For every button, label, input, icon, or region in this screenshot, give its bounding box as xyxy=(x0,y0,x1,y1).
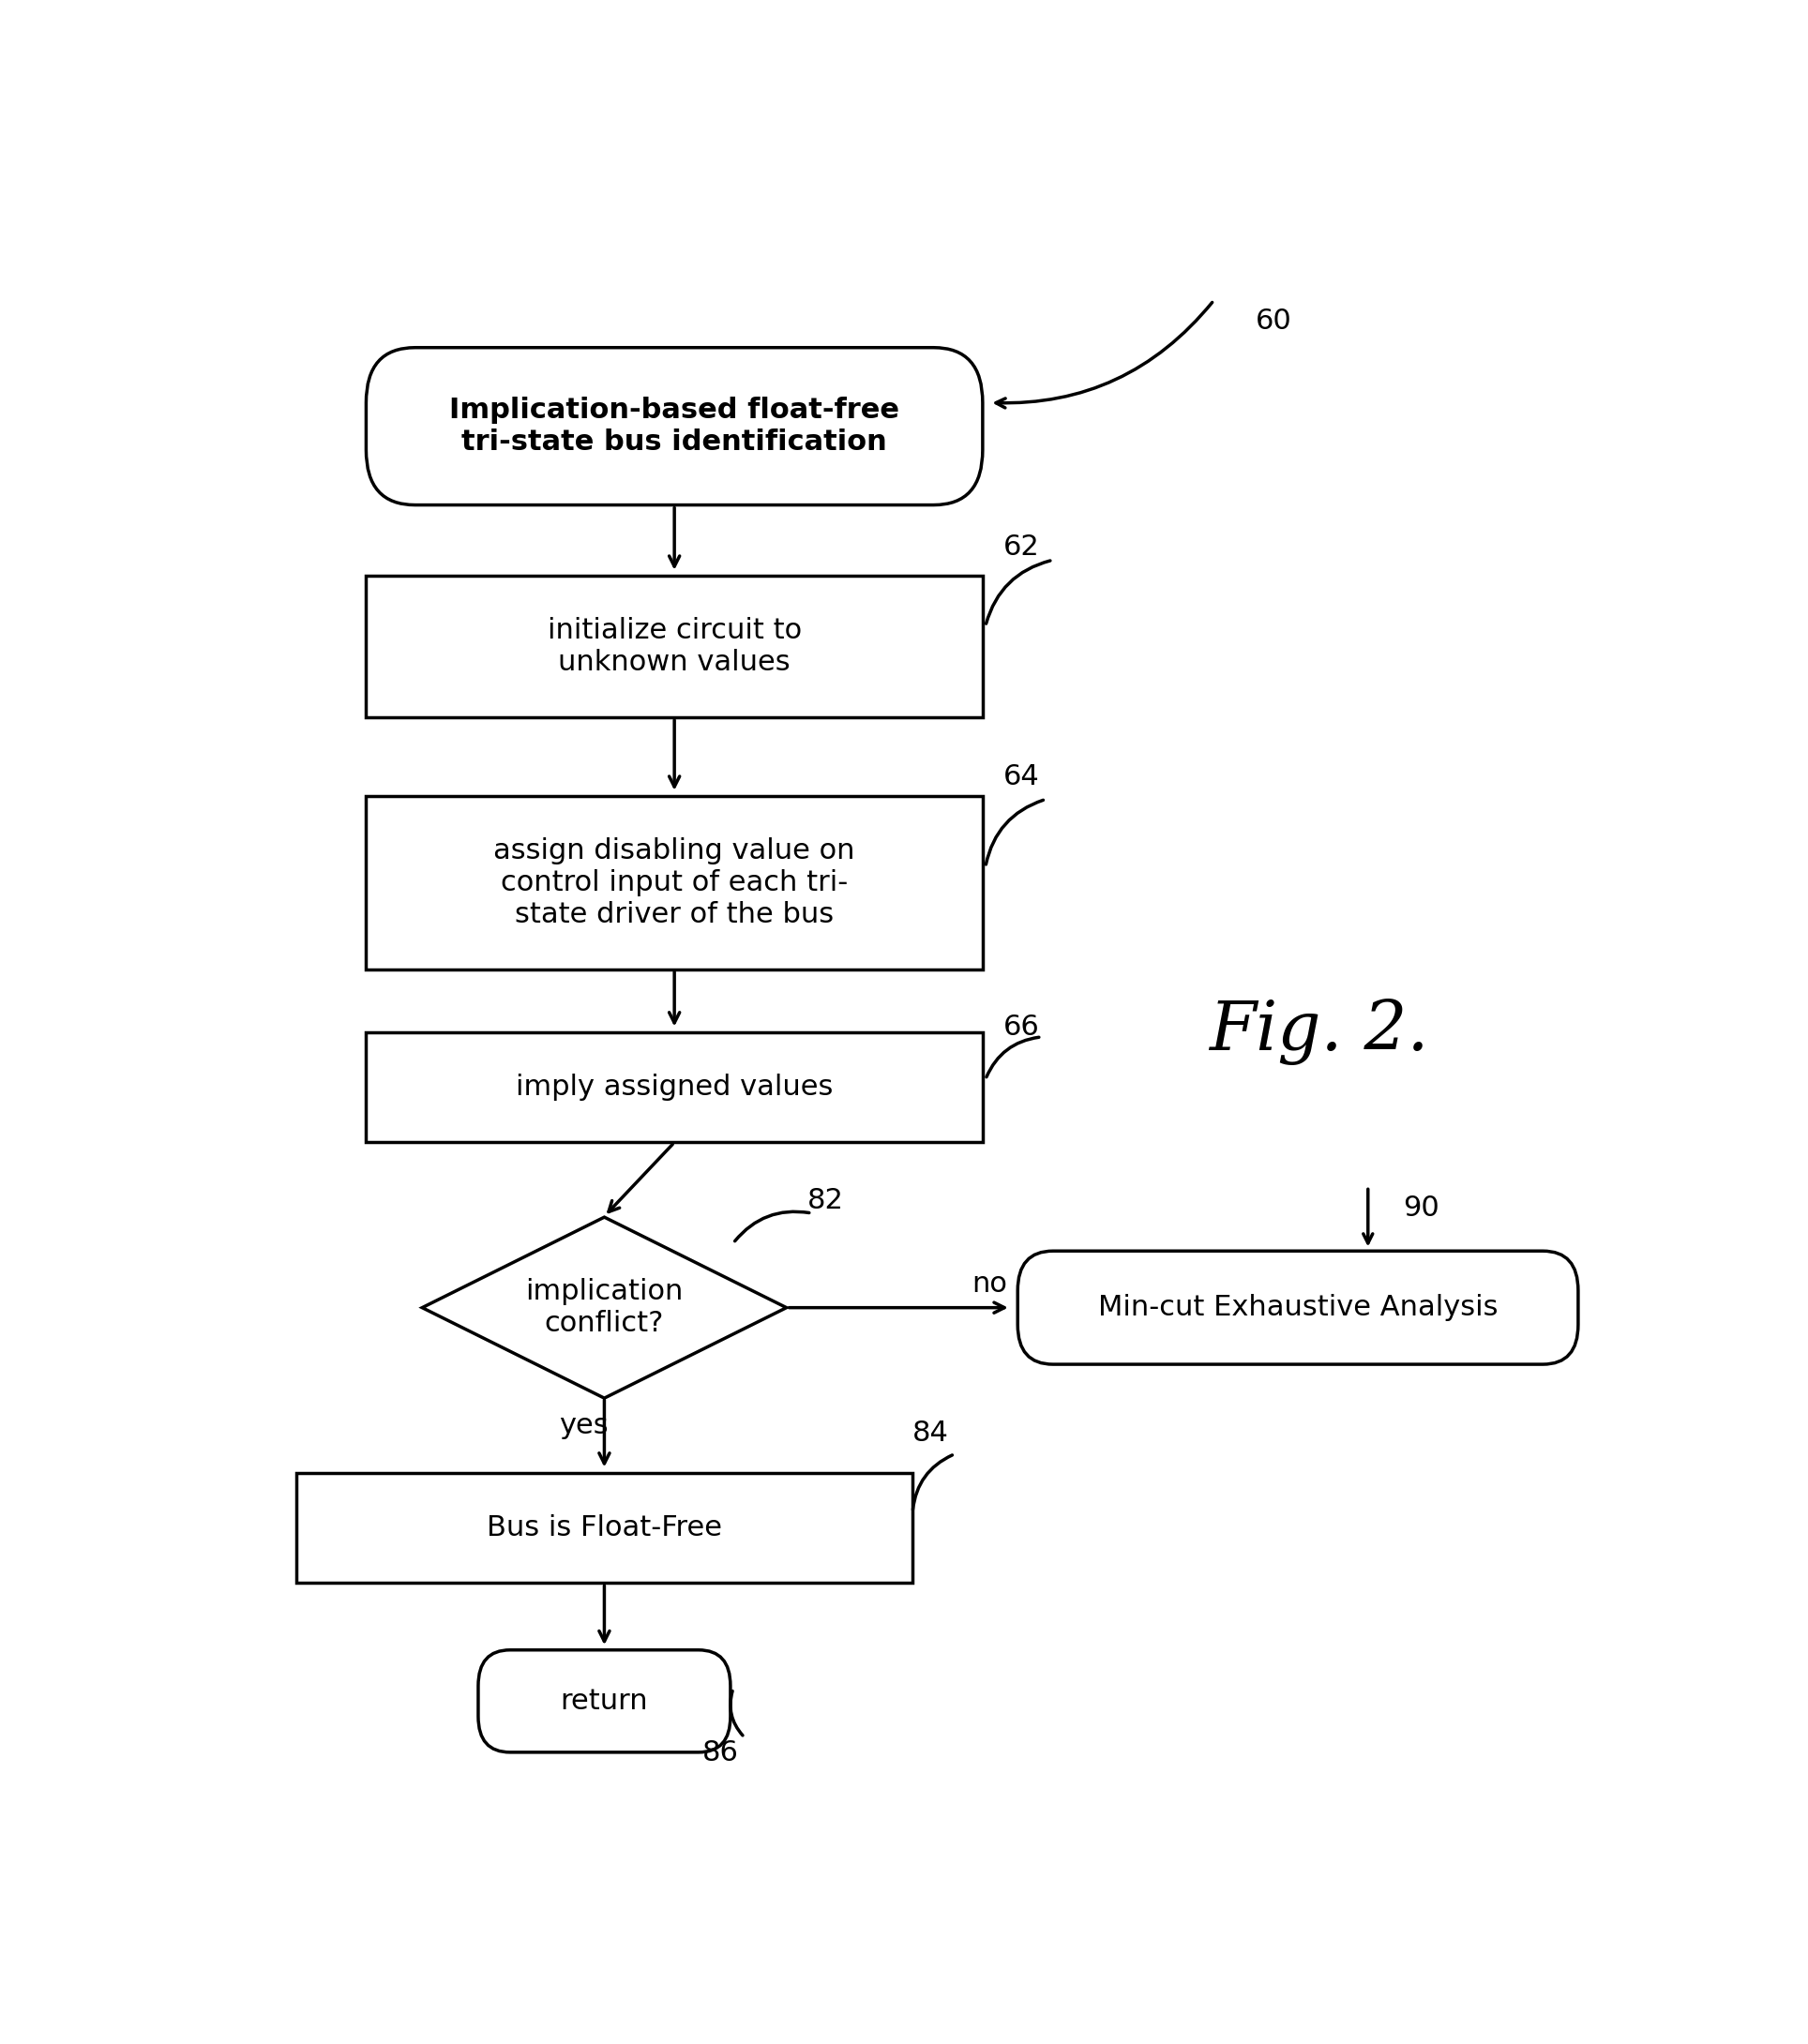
Text: 84: 84 xyxy=(913,1421,949,1447)
Bar xyxy=(365,797,984,969)
Bar xyxy=(365,1032,984,1143)
Text: Min-cut Exhaustive Analysis: Min-cut Exhaustive Analysis xyxy=(1097,1294,1497,1320)
Polygon shape xyxy=(421,1216,786,1398)
Text: 62: 62 xyxy=(1003,533,1040,560)
Text: 66: 66 xyxy=(1003,1014,1040,1040)
Text: Fig. 2.: Fig. 2. xyxy=(1210,1000,1428,1065)
Text: 90: 90 xyxy=(1403,1196,1439,1222)
Text: 60: 60 xyxy=(1257,307,1293,335)
Text: 64: 64 xyxy=(1003,764,1040,791)
Text: 86: 86 xyxy=(702,1739,739,1766)
FancyBboxPatch shape xyxy=(365,347,984,505)
FancyBboxPatch shape xyxy=(1018,1251,1578,1363)
Bar xyxy=(365,576,984,717)
Text: implication
conflict?: implication conflict? xyxy=(526,1278,683,1337)
Text: yes: yes xyxy=(559,1412,607,1439)
Text: imply assigned values: imply assigned values xyxy=(515,1073,833,1102)
Text: return: return xyxy=(560,1688,649,1715)
Text: Implication-based float-free
tri-state bus identification: Implication-based float-free tri-state b… xyxy=(450,397,899,456)
Bar xyxy=(297,1474,913,1582)
Text: 82: 82 xyxy=(808,1188,844,1214)
FancyBboxPatch shape xyxy=(477,1650,730,1752)
Text: no: no xyxy=(973,1271,1007,1298)
Text: assign disabling value on
control input of each tri-
state driver of the bus: assign disabling value on control input … xyxy=(494,838,855,928)
Text: initialize circuit to
unknown values: initialize circuit to unknown values xyxy=(548,617,801,677)
Text: Bus is Float-Free: Bus is Float-Free xyxy=(486,1515,721,1541)
